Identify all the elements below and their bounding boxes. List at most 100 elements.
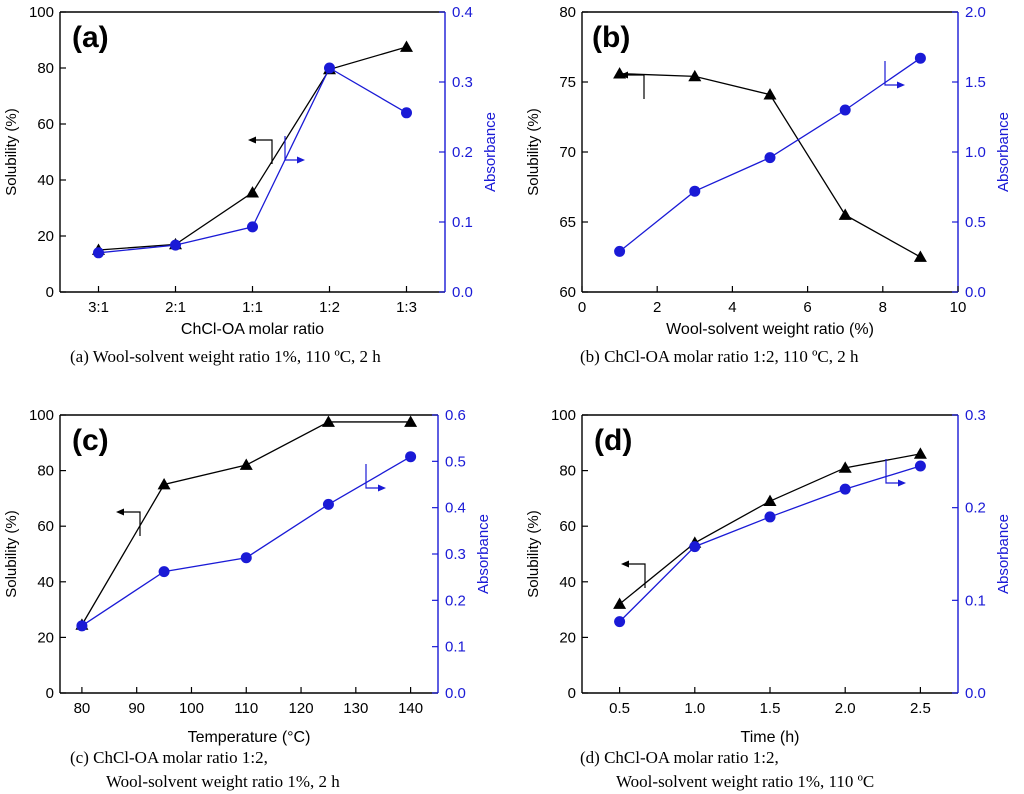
solubility-point xyxy=(404,415,418,427)
x-tick-label: 0 xyxy=(578,299,586,316)
y-axis-right-title: Absorbance xyxy=(995,112,1012,192)
y-tick-label-left: 80 xyxy=(37,60,54,77)
right-axis-arrowhead xyxy=(297,156,305,164)
solubility-point xyxy=(913,447,927,459)
y-tick-label-left: 0 xyxy=(46,685,54,702)
left-axis-arrow xyxy=(122,511,141,536)
y-tick-label-right: 0.4 xyxy=(445,500,466,517)
left-axis-arrowhead xyxy=(621,560,629,568)
left-axis-arrowhead xyxy=(620,71,628,79)
y-tick-label-right: 1.0 xyxy=(965,144,986,161)
y-tick-label-left: 60 xyxy=(559,284,576,301)
y-axis-right-title: Absorbance xyxy=(475,514,492,594)
panel-label: (b) xyxy=(592,21,630,54)
y-tick-label-right: 0.3 xyxy=(445,546,466,563)
y-axis-left-title: Solubility (%) xyxy=(525,108,542,196)
y-tick-label-right: 0.2 xyxy=(965,500,986,517)
solubility-point xyxy=(157,478,171,490)
solubility-line xyxy=(98,46,407,251)
y-tick-label-left: 0 xyxy=(46,284,54,301)
y-tick-label-left: 60 xyxy=(37,518,54,535)
absorbance-point xyxy=(401,107,412,119)
solubility-point xyxy=(688,69,702,82)
absorbance-point xyxy=(614,616,626,628)
x-tick-label: 2:1 xyxy=(165,299,186,316)
right-axis-arrowhead xyxy=(378,484,386,492)
x-tick-label: 6 xyxy=(803,299,811,316)
solubility-point xyxy=(763,494,777,507)
x-tick-label: 2.0 xyxy=(835,700,856,717)
solubility-line xyxy=(619,453,921,605)
left-axis-arrowhead xyxy=(248,136,256,144)
x-tick-label: 1:1 xyxy=(242,299,263,316)
solubility-point xyxy=(613,597,627,609)
y-tick-label-left: 0 xyxy=(568,685,576,702)
solubility-point xyxy=(321,415,335,427)
right-axis-arrow xyxy=(365,464,380,489)
solubility-point xyxy=(913,250,927,262)
panel-caption: (d) ChCl-OA molar ratio 1:2, xyxy=(580,748,779,767)
right-axis-arrowhead xyxy=(898,479,906,487)
y-tick-label-right: 0.1 xyxy=(452,214,473,231)
y-tick-label-left: 100 xyxy=(551,407,576,424)
absorbance-point xyxy=(405,451,417,463)
x-axis-title: Time (h) xyxy=(741,729,800,746)
y-tick-label-right: 0.1 xyxy=(965,592,986,609)
solubility-point xyxy=(763,88,777,100)
x-tick-label: 1.5 xyxy=(760,700,781,717)
y-tick-label-right: 0.6 xyxy=(445,407,466,424)
x-tick-label: 8 xyxy=(879,299,887,316)
y-tick-label-left: 100 xyxy=(29,4,54,21)
y-tick-label-right: 0.5 xyxy=(965,214,986,231)
x-tick-label: 130 xyxy=(343,700,368,717)
y-tick-label-left: 60 xyxy=(37,116,54,133)
absorbance-point xyxy=(170,239,181,251)
x-tick-label: 1:3 xyxy=(396,299,417,316)
y-tick-label-left: 20 xyxy=(37,228,54,245)
y-tick-label-right: 0.1 xyxy=(445,639,466,656)
left-axis-arrow xyxy=(627,563,646,588)
y-tick-label-right: 0.0 xyxy=(965,284,986,301)
x-tick-label: 120 xyxy=(289,700,314,717)
chart-panel-4: 0.5 1.0 1.5 2.0 2.5 0 20 40 60 80 100 0.0 0.1 0.2 0.3 T… xyxy=(525,407,1012,791)
y-tick-label-left: 60 xyxy=(559,518,576,535)
x-tick-label: 1.0 xyxy=(684,700,705,717)
y-tick-label-left: 65 xyxy=(559,214,576,231)
y-axis-right-title: Absorbance xyxy=(995,514,1012,594)
absorbance-point xyxy=(689,185,701,197)
y-tick-label-right: 2.0 xyxy=(965,4,986,21)
chart-panel-1: 3:1 2:1 1:1 1:2 1:3 0 20 40 60 80 100 0.0 0.1 0.2 0.3 0… xyxy=(3,4,499,366)
panel-caption: Wool-solvent weight ratio 1%, 110 ºC xyxy=(616,772,874,791)
panel-caption: (a) Wool-solvent weight ratio 1%, 110 ºC… xyxy=(70,347,381,366)
absorbance-point xyxy=(614,245,626,257)
absorbance-point xyxy=(93,247,104,259)
y-axis-left-title: Solubility (%) xyxy=(3,108,20,196)
panel-label: (a) xyxy=(72,21,109,54)
absorbance-point xyxy=(158,566,170,578)
absorbance-point xyxy=(839,483,851,495)
solubility-point xyxy=(400,40,413,52)
solubility-line xyxy=(619,72,921,258)
absorbance-point xyxy=(764,511,776,523)
y-tick-label-right: 0.0 xyxy=(445,685,466,702)
absorbance-point xyxy=(76,620,88,632)
panel-caption: (b) ChCl-OA molar ratio 1:2, 110 ºC, 2 h xyxy=(580,347,859,366)
y-tick-label-right: 0.2 xyxy=(452,144,473,161)
y-tick-label-right: 1.5 xyxy=(965,74,986,91)
y-tick-label-right: 0.0 xyxy=(965,685,986,702)
x-tick-label: 4 xyxy=(728,299,736,316)
y-tick-label-left: 20 xyxy=(559,629,576,646)
y-axis-left-title: Solubility (%) xyxy=(525,510,542,598)
panel-caption: Wool-solvent weight ratio 1%, 2 h xyxy=(106,772,340,791)
panel-label: (c) xyxy=(72,424,109,457)
x-tick-label: 90 xyxy=(128,700,145,717)
x-tick-label: 2 xyxy=(653,299,661,316)
solubility-point xyxy=(239,458,253,470)
panel-label: (d) xyxy=(594,424,632,457)
absorbance-point xyxy=(764,152,776,164)
x-tick-label: 110 xyxy=(234,700,258,717)
y-tick-label-left: 80 xyxy=(559,4,576,21)
y-tick-label-left: 80 xyxy=(37,463,54,480)
y-tick-label-left: 40 xyxy=(37,574,54,591)
